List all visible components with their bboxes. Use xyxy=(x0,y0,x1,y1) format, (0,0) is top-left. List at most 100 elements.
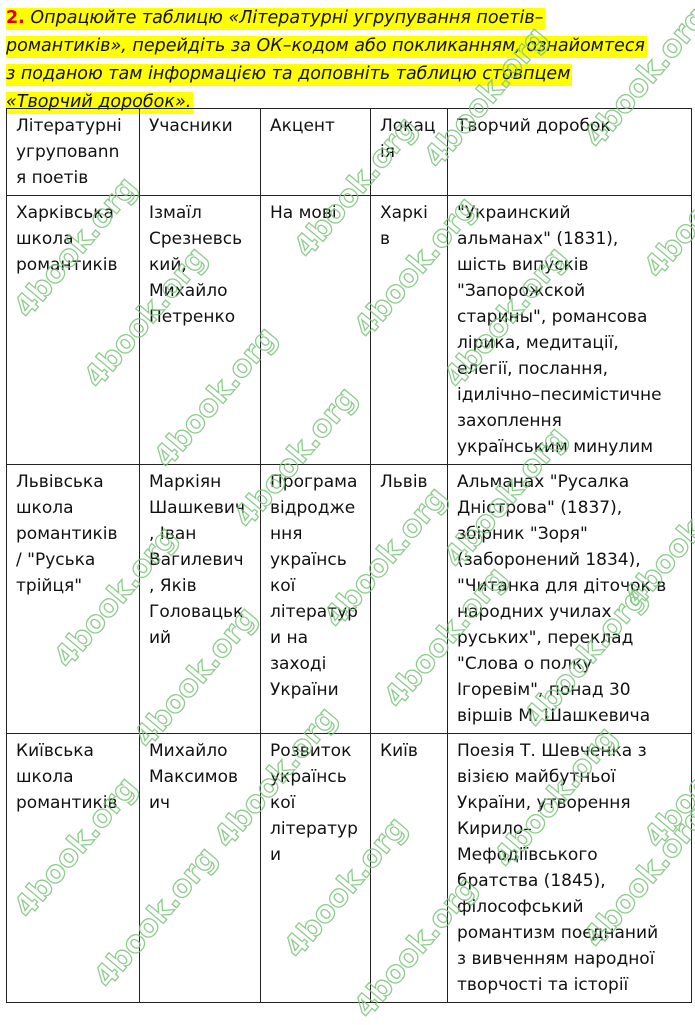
cell-line: (заборонений 1834), xyxy=(457,550,641,570)
cell-line: українсь xyxy=(270,767,347,787)
cell-line: візією майбутньої xyxy=(457,767,616,787)
table-cell: На мові xyxy=(260,195,371,465)
cell-line: Акцент xyxy=(270,116,335,136)
table-row: Харківська школа романтиків Ізмаїл Срезневсь… xyxy=(6,195,692,465)
table-cell: Маркіян Шашкевич , Іван Вагилевич , Яків Голо… xyxy=(139,464,261,734)
table-cell: Львів xyxy=(370,464,448,734)
cell-line: Київська xyxy=(16,741,94,761)
cell-line: літератур xyxy=(270,819,358,839)
column-header: Літературні угруповann я поетів xyxy=(6,108,140,196)
cell-line: кий, xyxy=(149,255,187,275)
cell-line: , Яків xyxy=(149,576,197,596)
cell-line: ідилічно–песимістичне xyxy=(457,385,662,405)
cell-line: руських", переклад xyxy=(457,628,634,648)
cell-line: , Іван xyxy=(149,524,197,544)
cell-line: філософський xyxy=(457,897,584,917)
cell-line: захоплення xyxy=(457,411,562,431)
cell-line: старины", романсова xyxy=(457,307,648,327)
cell-line: школа xyxy=(16,767,74,787)
cell-line: альманах" (1831), xyxy=(457,229,619,249)
cell-line: ий xyxy=(149,628,172,648)
cell-line: Альманах "Русалка xyxy=(457,472,630,492)
romantic-groups-table: Літературні угруповann я поетів Учасники Акц… xyxy=(6,108,692,1003)
cell-line: Літературні xyxy=(16,116,122,136)
cell-line: романтиків xyxy=(16,793,118,813)
cell-line: романтизм поєднаний xyxy=(457,923,659,943)
cell-line: Михайло xyxy=(149,741,228,761)
cell-line: з вивченням народної xyxy=(457,949,655,969)
table-header-row: Літературні угруповann я поетів Учасники Акц… xyxy=(6,108,692,196)
cell-line: збірник "Зоря" xyxy=(457,524,588,544)
cell-line: Ізмаїл xyxy=(149,203,202,223)
column-header: Учасники xyxy=(139,108,261,196)
cell-line: шість випусків xyxy=(457,255,589,275)
cell-line: и на xyxy=(270,628,308,648)
task-line-text: з поданою там інформацією та доповніть т… xyxy=(6,64,571,84)
cell-line: братства (1845), xyxy=(457,871,606,891)
cell-line: Дністрова" (1837), xyxy=(457,498,623,518)
cell-line: України xyxy=(270,680,339,700)
table-cell: Харкі в xyxy=(370,195,448,465)
cell-line: / "Руська xyxy=(16,550,96,570)
table-row: Львівська школа романтиків / "Руська трійця"… xyxy=(6,464,692,734)
cell-line: народних училах xyxy=(457,602,612,622)
cell-line: Петренко xyxy=(149,307,236,327)
table-row: Київська школа романтиків Михайло Максимов ич… xyxy=(6,733,692,1003)
cell-line: школа xyxy=(16,229,74,249)
table-cell: Львівська школа романтиків / "Руська трійця" xyxy=(6,464,140,734)
table-cell: Київська школа романтиків xyxy=(6,733,140,1003)
cell-line: Кирило– xyxy=(457,819,532,839)
cell-line: романтиків xyxy=(16,524,118,544)
table-cell: Альманах "Русалка Дністрова" (1837), збірн… xyxy=(447,464,692,734)
cell-line: Михайло xyxy=(149,281,228,301)
cell-line: ич xyxy=(149,793,171,813)
table-cell: Програма відродже ння українсь кої літератур и… xyxy=(260,464,371,734)
cell-line: Творчий доробок xyxy=(457,116,611,136)
cell-line: Програма xyxy=(270,472,358,492)
task-line-text: «Творчий доробок». xyxy=(6,92,192,112)
cell-line: віршів М. Шашкевича xyxy=(457,706,651,726)
table-cell: Київ xyxy=(370,733,448,1003)
cell-line: Харківська xyxy=(16,203,114,223)
cell-line: Учасники xyxy=(149,116,233,136)
task-line: 2. Опрацюйте таблицю «Літературні угрупу… xyxy=(6,8,546,30)
task-instruction: 2. Опрацюйте таблицю «Літературні угрупу… xyxy=(6,4,686,116)
cell-line: творчості та історії xyxy=(457,975,629,995)
task-line: з поданою там інформацією та доповніть т… xyxy=(6,64,573,86)
cell-line: ння xyxy=(270,524,303,544)
task-line-text: романтиків», перейдіть за ОК–кодом або п… xyxy=(6,36,645,56)
column-header: Локац ія xyxy=(370,108,448,196)
cell-line: Львів xyxy=(380,472,428,492)
cell-line: українсь xyxy=(270,550,347,570)
cell-line: заході xyxy=(270,654,327,674)
cell-line: и xyxy=(270,845,282,865)
cell-line: кої xyxy=(270,793,296,813)
task-line: романтиків», перейдіть за ОК–кодом або п… xyxy=(6,36,647,58)
cell-line: Львівська xyxy=(16,472,104,492)
cell-line: Головацьк xyxy=(149,602,244,622)
cell-line: я поетів xyxy=(16,168,89,188)
table-cell: Харківська школа романтиків xyxy=(6,195,140,465)
cell-line: літератур xyxy=(270,602,358,622)
cell-line: Ігоревім", понад 30 xyxy=(457,680,631,700)
cell-line: Розвиток xyxy=(270,741,352,761)
cell-line: лірика, медитації, xyxy=(457,333,619,353)
cell-line: елегії, послання, xyxy=(457,359,608,379)
cell-line: "Слова о полку xyxy=(457,654,593,674)
cell-line: романтиків xyxy=(16,255,118,275)
table-cell: Поезія Т. Шевченка з візією майбутньої Укр… xyxy=(447,733,692,1003)
cell-line: Вагилевич xyxy=(149,550,244,570)
cell-line: угруповann xyxy=(16,142,120,162)
column-header: Акцент xyxy=(260,108,371,196)
cell-line: відродже xyxy=(270,498,356,518)
cell-line: Київ xyxy=(380,741,418,761)
task-line-text: Опрацюйте таблицю «Літературні угрупуван… xyxy=(24,8,544,28)
cell-line: в xyxy=(380,229,391,249)
cell-line: Максимов xyxy=(149,767,238,787)
cell-line: Харкі xyxy=(380,203,428,223)
cell-line: Мефодіївського xyxy=(457,845,598,865)
table-cell: Розвиток українсь кої літератур и xyxy=(260,733,371,1003)
cell-line: Поезія Т. Шевченка з xyxy=(457,741,647,761)
cell-line: України, утворення xyxy=(457,793,631,813)
column-header: Творчий доробок xyxy=(447,108,692,196)
